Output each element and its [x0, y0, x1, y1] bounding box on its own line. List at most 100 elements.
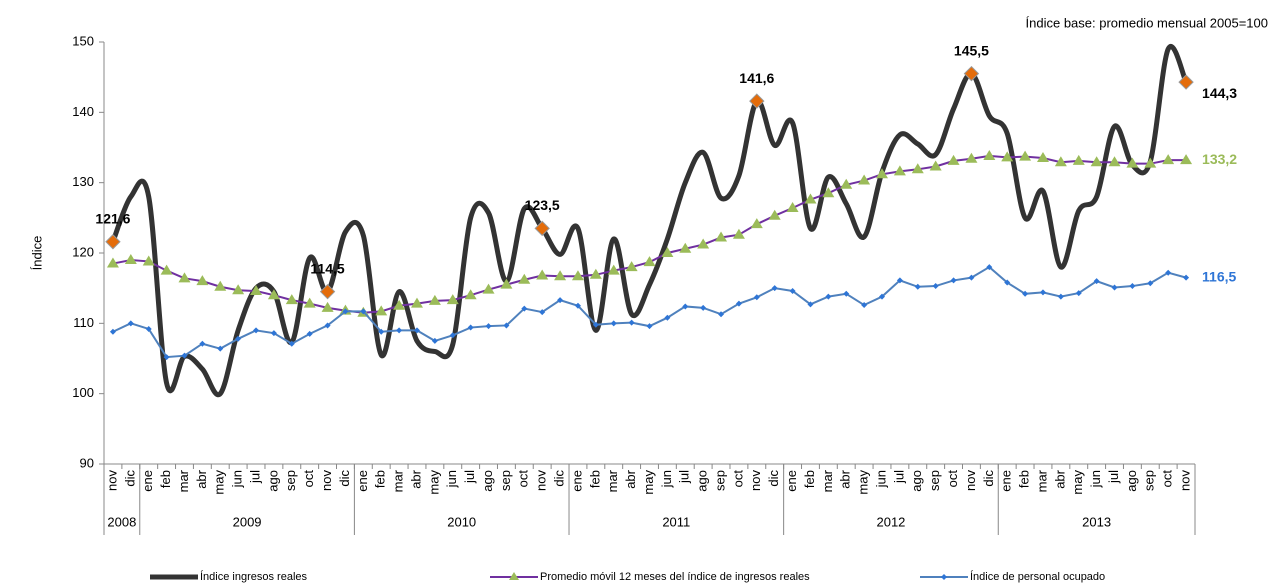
y-axis-title: Índice — [29, 236, 44, 271]
marker — [825, 293, 832, 300]
x-tick-label: abr — [838, 469, 853, 488]
y-tick-label: 140 — [72, 104, 94, 119]
marker — [288, 340, 295, 347]
x-tick-label: may — [426, 470, 441, 495]
marker — [804, 193, 817, 204]
marker — [911, 163, 924, 174]
group-label: 2008 — [107, 514, 136, 529]
x-tick-label: dic — [981, 470, 996, 487]
marker — [843, 290, 850, 297]
x-tick-label: jul — [247, 470, 262, 484]
marker — [950, 277, 957, 284]
legend-label: Promedio móvil 12 meses del índice de in… — [540, 571, 810, 583]
x-tick-label: jun — [230, 470, 245, 488]
x-tick-label: abr — [194, 469, 209, 488]
x-tick-label: nov — [104, 470, 119, 491]
marker — [482, 283, 495, 294]
marker — [1054, 156, 1067, 167]
marker — [983, 149, 996, 160]
marker — [446, 294, 459, 305]
marker — [592, 321, 599, 328]
marker — [145, 325, 152, 332]
marker — [124, 254, 137, 265]
marker — [1036, 152, 1049, 163]
marker — [625, 261, 638, 272]
marker — [610, 320, 617, 327]
x-tick-label: feb — [1017, 470, 1032, 488]
marker — [1057, 293, 1064, 300]
x-tick-label: ago — [480, 470, 495, 492]
x-tick-label: ago — [909, 470, 924, 492]
marker — [217, 345, 224, 352]
marker — [500, 278, 513, 289]
legend-label: Índice de personal ocupado — [970, 570, 1105, 583]
marker — [1001, 151, 1014, 162]
marker — [536, 269, 549, 280]
x-tick-label: mar — [1034, 469, 1049, 492]
marker — [1108, 156, 1121, 167]
marker — [965, 152, 978, 163]
x-tick-label: oct — [945, 470, 960, 488]
x-tick-label: abr — [1052, 469, 1067, 488]
y-tick-label: 120 — [72, 244, 94, 259]
marker — [235, 335, 242, 342]
marker — [270, 330, 277, 337]
marker — [393, 299, 406, 310]
marker — [1180, 154, 1193, 165]
marker — [732, 228, 745, 239]
marker — [554, 270, 567, 281]
marker — [896, 277, 903, 284]
data-label: 144,3 — [1202, 85, 1237, 101]
marker — [127, 320, 134, 327]
x-tick-label: mar — [605, 469, 620, 492]
marker — [750, 218, 763, 229]
marker — [963, 65, 980, 82]
marker — [822, 187, 835, 198]
marker — [105, 234, 121, 250]
x-tick-label: jun — [873, 470, 888, 488]
marker — [214, 280, 227, 291]
data-label: 114,5 — [310, 260, 344, 276]
marker — [342, 308, 349, 315]
marker — [142, 255, 155, 266]
marker — [410, 297, 423, 308]
marker — [607, 264, 620, 275]
marker — [306, 330, 313, 337]
marker — [557, 297, 564, 304]
marker — [518, 273, 531, 284]
marker — [968, 274, 975, 281]
x-tick-label: may — [641, 470, 656, 495]
x-tick-label: sep — [712, 470, 727, 491]
marker — [664, 314, 671, 321]
x-tick-label: feb — [802, 470, 817, 488]
x-tick-label: oct — [516, 470, 531, 488]
x-tick-label: nov — [1177, 470, 1192, 491]
marker — [715, 231, 728, 242]
x-tick-label: abr — [408, 469, 423, 488]
x-tick-label: feb — [587, 470, 602, 488]
marker — [947, 154, 960, 165]
marker — [786, 201, 799, 212]
marker — [285, 294, 298, 305]
marker — [697, 238, 710, 249]
x-tick-label: dic — [552, 470, 567, 487]
x-tick-label: ago — [695, 470, 710, 492]
marker — [181, 352, 188, 359]
marker — [1075, 290, 1082, 297]
marker — [1126, 157, 1139, 168]
marker — [771, 285, 778, 292]
x-tick-label: jul — [462, 470, 477, 484]
marker — [199, 340, 206, 347]
data-label: 121,6 — [95, 210, 130, 226]
marker — [749, 93, 765, 109]
x-tick-label: dic — [337, 470, 352, 487]
marker — [1129, 283, 1136, 290]
marker — [929, 160, 942, 171]
x-tick-label: may — [212, 470, 227, 495]
marker — [628, 319, 635, 326]
x-tick-label: ago — [265, 470, 280, 492]
y-tick-label: 130 — [72, 174, 94, 189]
x-tick-label: sep — [498, 470, 513, 491]
marker — [789, 287, 796, 294]
marker — [914, 283, 921, 290]
